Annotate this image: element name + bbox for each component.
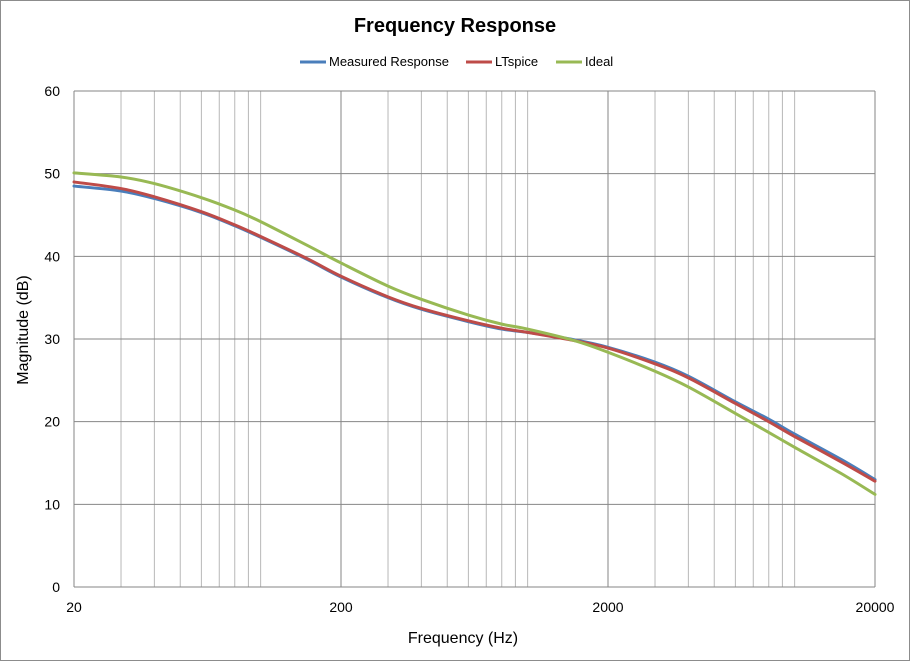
y-tick-label: 10 <box>44 496 60 512</box>
x-tick-label: 20 <box>66 599 82 615</box>
series-group <box>72 171 877 496</box>
x-tick-label: 2000 <box>592 599 623 615</box>
y-tick-label: 0 <box>52 579 60 595</box>
legend: Measured Response LTspice Ideal <box>300 54 613 69</box>
tick-labels: 0 10 20 30 40 50 60 20 200 2000 20000 <box>44 83 894 615</box>
legend-label: LTspice <box>495 54 538 69</box>
x-axis-label: Frequency (Hz) <box>408 630 518 647</box>
legend-item-ideal: Ideal <box>556 54 613 69</box>
legend-item-measured-response: Measured Response <box>300 54 449 69</box>
y-tick-label: 40 <box>44 248 60 264</box>
legend-item-ltspice: LTspice <box>466 54 538 69</box>
legend-label: Ideal <box>585 54 613 69</box>
series-line-ideal <box>72 171 877 496</box>
y-axis-label: Magnitude (dB) <box>15 275 32 384</box>
grid <box>73 90 876 588</box>
y-tick-label: 30 <box>44 331 60 347</box>
chart-title: Frequency Response <box>354 15 556 37</box>
x-tick-label: 200 <box>329 599 353 615</box>
y-tick-label: 20 <box>44 414 60 430</box>
x-tick-label: 20000 <box>856 599 895 615</box>
legend-label: Measured Response <box>329 54 449 69</box>
y-tick-label: 50 <box>44 166 60 182</box>
series-line-ltspice <box>72 180 877 483</box>
y-tick-label: 60 <box>44 83 60 99</box>
